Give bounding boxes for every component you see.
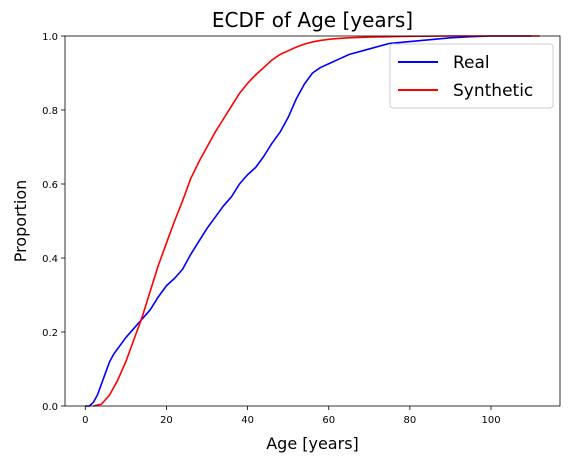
- legend-box: [389, 43, 554, 109]
- x-axis-label: Age [years]: [266, 434, 359, 453]
- plot-area: [85, 35, 540, 407]
- x-tick-label: 40: [241, 415, 254, 426]
- legend-label-synthetic: Synthetic: [453, 81, 533, 101]
- chart-title: ECDF of Age [years]: [212, 8, 413, 32]
- y-tick-label: 1.0: [42, 32, 58, 43]
- x-tick-label: 0: [82, 415, 88, 426]
- axes-frame: [64, 35, 561, 407]
- y-axis-ticks: 0.0 0.2 0.4 0.6 0.8 1.0: [42, 32, 65, 413]
- series-line-synthetic: [93, 35, 540, 407]
- y-tick-label: 0.0: [42, 402, 58, 413]
- y-axis-label: Proportion: [11, 180, 30, 263]
- y-tick-label: 0.6: [42, 180, 58, 191]
- x-tick-label: 100: [481, 415, 500, 426]
- y-tick-label: 0.2: [42, 328, 58, 339]
- y-tick-label: 0.8: [42, 106, 58, 117]
- series-line-real: [85, 35, 532, 407]
- x-tick-label: 60: [322, 415, 335, 426]
- legend-label-real: Real: [453, 53, 490, 73]
- legend: Real Synthetic: [389, 43, 554, 109]
- x-axis-ticks: 0 20 40 60 80 100: [82, 406, 501, 426]
- x-tick-label: 20: [160, 415, 173, 426]
- y-tick-label: 0.4: [42, 254, 58, 265]
- x-tick-label: 80: [404, 415, 417, 426]
